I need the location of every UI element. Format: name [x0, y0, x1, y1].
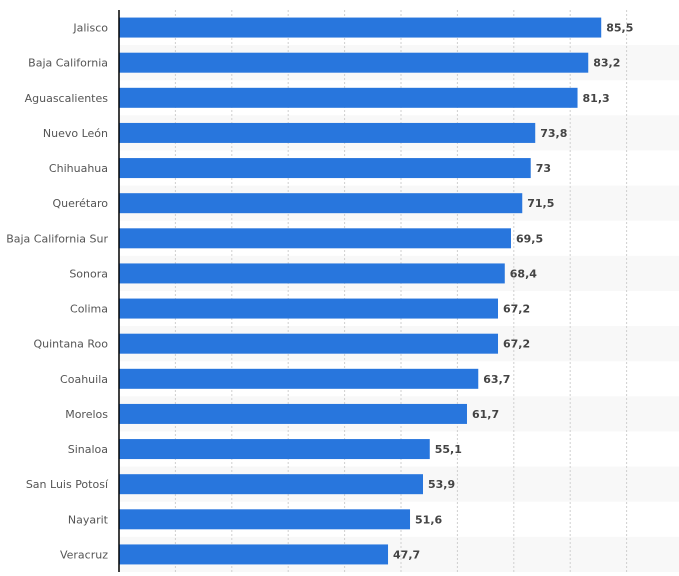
category-label: Jalisco [72, 22, 108, 35]
category-label: Quintana Roo [33, 338, 108, 351]
data-label: 73 [536, 162, 551, 175]
bar [119, 17, 602, 38]
bar [119, 193, 523, 214]
bar [119, 228, 511, 249]
data-label: 55,1 [435, 443, 462, 456]
bar [119, 403, 467, 424]
category-label: Nuevo León [43, 127, 108, 140]
category-label: Colima [70, 303, 108, 316]
category-label: Baja California [28, 57, 108, 70]
category-label: Coahuila [60, 373, 108, 386]
bar [119, 158, 531, 179]
bar [119, 509, 411, 530]
data-label: 81,3 [583, 92, 610, 105]
category-label: Sinaloa [68, 443, 108, 456]
data-label: 67,2 [503, 338, 530, 351]
bar [119, 122, 536, 143]
data-label: 85,5 [606, 22, 633, 35]
data-label: 61,7 [472, 408, 499, 421]
data-label: 71,5 [527, 197, 554, 210]
category-label: San Luis Potosí [26, 478, 109, 491]
bar [119, 87, 578, 108]
bar [119, 298, 499, 319]
category-label: Chihuahua [49, 162, 108, 175]
data-label: 83,2 [593, 57, 620, 70]
data-label: 67,2 [503, 303, 530, 316]
category-label: Sonora [69, 267, 108, 280]
bar [119, 439, 430, 460]
data-label: 63,7 [483, 373, 510, 386]
bar [119, 263, 505, 284]
data-label: 47,7 [393, 548, 420, 561]
data-label: 73,8 [540, 127, 567, 140]
bar [119, 474, 423, 495]
data-label: 53,9 [428, 478, 455, 491]
category-label: Nayarit [68, 513, 109, 526]
bar [119, 368, 479, 389]
bar [119, 52, 589, 73]
data-label: 69,5 [516, 232, 543, 245]
category-label: Veracruz [60, 548, 108, 561]
category-label: Morelos [65, 408, 108, 421]
bar [119, 544, 389, 565]
category-label: Aguascalientes [25, 92, 109, 105]
data-label: 68,4 [510, 267, 537, 280]
bar [119, 333, 499, 354]
category-label: Baja California Sur [6, 232, 108, 245]
category-label: Querétaro [52, 197, 108, 210]
data-label: 51,6 [415, 513, 442, 526]
